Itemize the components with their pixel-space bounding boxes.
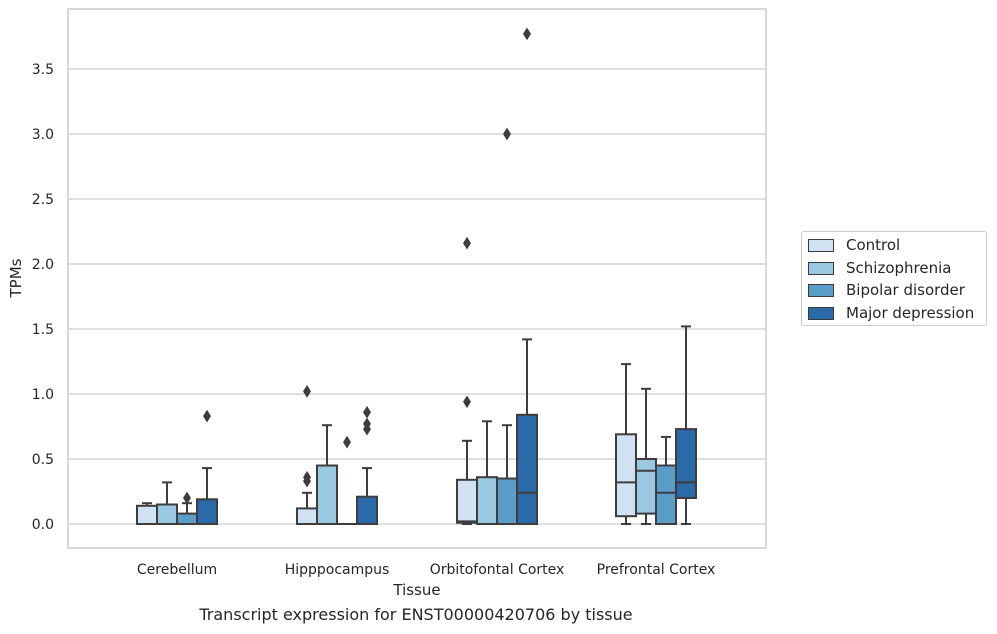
gridlines <box>68 68 766 525</box>
y-tick-label-3-5: 3.5 <box>32 62 54 78</box>
box-series <box>136 27 697 526</box>
box-major-depression-orbitofontal-cortex <box>516 27 538 525</box>
box-major-depression-cerebellum <box>196 409 218 525</box>
box-body <box>655 464 677 525</box>
y-tick-label-0-0: 0.0 <box>32 517 54 533</box>
box-schizophrenia-hipppocampus <box>316 424 338 525</box>
box-body <box>496 477 518 525</box>
outlier-point <box>303 385 311 398</box>
y-tick-label-1-0: 1.0 <box>32 387 54 403</box>
legend-label-control: Control <box>846 236 901 254</box>
outlier-point <box>523 27 531 41</box>
chart-title: Transcript expression for ENST0000042070… <box>199 605 633 624</box>
legend-swatch-major-depression <box>808 306 834 320</box>
box-body <box>356 495 378 526</box>
box-control-hipppocampus <box>296 385 318 525</box>
y-tick-labels: 0.0 0.5 1.0 1.5 2.0 2.5 3.0 3.5 <box>32 62 54 533</box>
legend-label-major-depression: Major depression <box>846 304 975 322</box>
x-tick-label-prefrontal-cortex: Prefrontal Cortex <box>597 562 716 578</box>
legend: Control Schizophrenia Bipolar disorder M… <box>801 231 987 326</box>
box-schizophrenia-prefrontal-cortex <box>635 387 657 525</box>
box-body <box>156 503 178 525</box>
box-body <box>675 428 697 500</box>
box-major-depression-hipppocampus <box>356 405 378 526</box>
outlier-point <box>363 417 371 431</box>
legend-label-schizophrenia: Schizophrenia <box>846 259 952 277</box>
legend-item-control: Control <box>808 235 900 255</box>
x-tick-label-hipppocampus: Hipppocampus <box>285 562 390 578</box>
box-bipolar-disorder-prefrontal-cortex <box>655 435 677 525</box>
outlier-point <box>343 435 351 449</box>
outlier-point <box>503 127 511 141</box>
legend-swatch-bipolar-disorder <box>808 283 834 297</box>
y-tick-label-1-5: 1.5 <box>32 322 54 338</box>
x-tick-label-orbitofontal-cortex: Orbitofontal Cortex <box>430 562 565 578</box>
legend-item-schizophrenia: Schizophrenia <box>808 258 951 278</box>
box-body <box>476 476 498 526</box>
box-body <box>456 478 478 524</box>
x-axis-title: Tissue <box>392 581 440 599</box>
outlier-point <box>183 491 191 505</box>
box-control-prefrontal-cortex <box>615 363 637 525</box>
legend-swatch-schizophrenia <box>808 261 834 275</box>
outlier-point <box>463 395 471 409</box>
box-body <box>196 498 218 525</box>
outlier-point <box>203 409 211 423</box>
box-body <box>136 504 158 525</box>
box-bipolar-disorder-orbitofontal-cortex <box>496 127 518 525</box>
outlier-point <box>363 405 371 419</box>
box-schizophrenia-orbitofontal-cortex <box>476 420 498 526</box>
box-bipolar-disorder-hipppocampus <box>336 435 358 526</box>
legend-label-bipolar-disorder: Bipolar disorder <box>846 281 965 299</box>
legend-item-bipolar-disorder: Bipolar disorder <box>808 280 965 300</box>
y-tick-label-0-5: 0.5 <box>32 452 54 468</box>
box-body <box>316 464 338 525</box>
x-tick-label-cerebellum: Cerebellum <box>137 562 217 578</box>
box-control-orbitofontal-cortex <box>456 236 478 525</box>
box-body <box>296 507 318 525</box>
outlier-point <box>303 470 311 484</box>
box-body <box>176 512 198 525</box>
y-tick-label-2-5: 2.5 <box>32 192 54 208</box>
legend-item-major-depression: Major depression <box>808 303 974 323</box>
box-control-cerebellum <box>136 502 158 525</box>
box-schizophrenia-cerebellum <box>156 481 178 525</box>
box-body <box>615 433 637 518</box>
box-bipolar-disorder-cerebellum <box>176 491 198 525</box>
x-tick-labels: Cerebellum Hipppocampus Orbitofontal Corte… <box>137 562 715 578</box>
box-major-depression-prefrontal-cortex <box>675 325 697 525</box>
y-axis-title: TPMs <box>7 258 25 298</box>
y-tick-label-2-0: 2.0 <box>32 257 54 273</box>
legend-swatch-control <box>808 238 834 252</box>
outlier-point <box>463 236 471 250</box>
plot-frame <box>67 8 767 549</box>
y-tick-label-3-0: 3.0 <box>32 127 54 143</box>
box-body <box>516 413 538 525</box>
box-body <box>635 458 657 515</box>
